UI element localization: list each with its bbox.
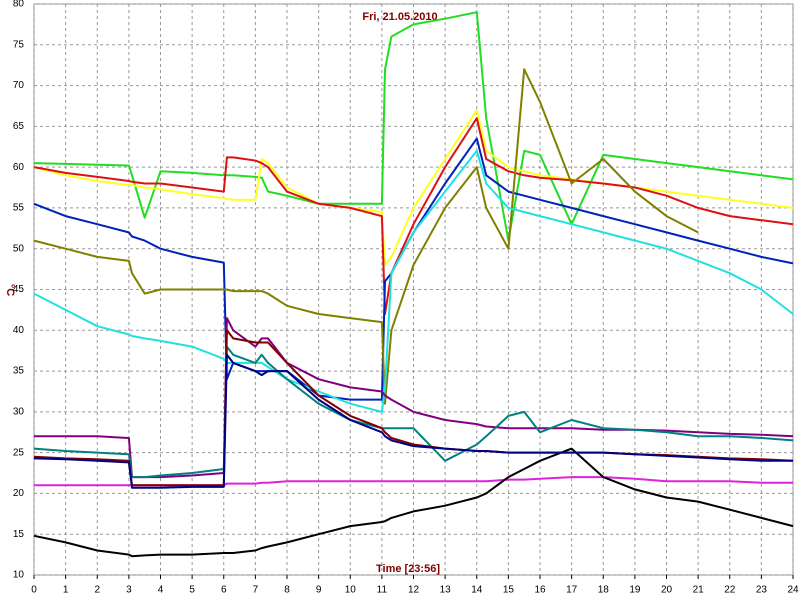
x-tick-label: 9 bbox=[316, 585, 322, 596]
series-line bbox=[34, 317, 794, 479]
x-tick-label: 16 bbox=[534, 585, 546, 596]
x-tick-label: 21 bbox=[693, 585, 705, 596]
x-tick-label: 18 bbox=[598, 585, 610, 596]
y-tick-label: 45 bbox=[13, 284, 25, 295]
x-tick-label: 2 bbox=[94, 585, 100, 596]
y-tick-label: 20 bbox=[13, 488, 25, 499]
x-tick-label: 23 bbox=[756, 585, 768, 596]
x-tick-label: 6 bbox=[221, 585, 227, 596]
series-line bbox=[33, 117, 794, 315]
x-tick-label: 10 bbox=[345, 585, 357, 596]
y-tick-label: 15 bbox=[13, 529, 25, 540]
x-tick-label: 0 bbox=[31, 585, 37, 596]
x-tick-label: 3 bbox=[126, 585, 132, 596]
x-tick-label: 12 bbox=[408, 585, 420, 596]
series-line bbox=[33, 137, 794, 401]
x-tick-label: 8 bbox=[284, 585, 290, 596]
x-tick-label: 5 bbox=[189, 585, 195, 596]
y-tick-label: 35 bbox=[13, 366, 25, 377]
y-tick-label: 50 bbox=[13, 243, 25, 254]
x-tick-label: 13 bbox=[440, 585, 452, 596]
x-axis-label: Time [23:56] bbox=[376, 563, 440, 575]
y-tick-label: 60 bbox=[13, 162, 25, 173]
y-axis-label: °C bbox=[4, 284, 16, 296]
x-tick-label: 7 bbox=[253, 585, 259, 596]
y-tick-label: 75 bbox=[13, 39, 25, 50]
series-line bbox=[33, 447, 794, 558]
y-tick-label: 40 bbox=[13, 325, 25, 336]
y-tick-label: 70 bbox=[13, 80, 25, 91]
x-tick-label: 22 bbox=[724, 585, 736, 596]
x-tick-label: 17 bbox=[566, 585, 578, 596]
y-tick-label: 55 bbox=[13, 203, 25, 214]
x-tick-label: 1 bbox=[63, 585, 69, 596]
x-tick-label: 15 bbox=[503, 585, 515, 596]
y-tick-label: 25 bbox=[13, 447, 25, 458]
series-line bbox=[33, 353, 793, 489]
x-tick-label: 11 bbox=[377, 585, 388, 596]
y-tick-label: 10 bbox=[13, 570, 25, 581]
x-tick-label: 19 bbox=[629, 585, 641, 596]
series-line bbox=[33, 68, 699, 405]
y-tick-label: 30 bbox=[13, 406, 25, 417]
chart-title: Fri, 21.05.2010 bbox=[362, 11, 437, 23]
series-line bbox=[33, 149, 794, 413]
x-tick-label: 24 bbox=[787, 585, 799, 596]
x-tick-label: 20 bbox=[661, 585, 673, 596]
y-tick-label: 65 bbox=[13, 121, 25, 132]
x-tick-label: 4 bbox=[158, 585, 164, 596]
y-tick-label: 80 bbox=[13, 0, 25, 10]
x-tick-label: 14 bbox=[471, 585, 483, 596]
series-line bbox=[33, 11, 794, 242]
